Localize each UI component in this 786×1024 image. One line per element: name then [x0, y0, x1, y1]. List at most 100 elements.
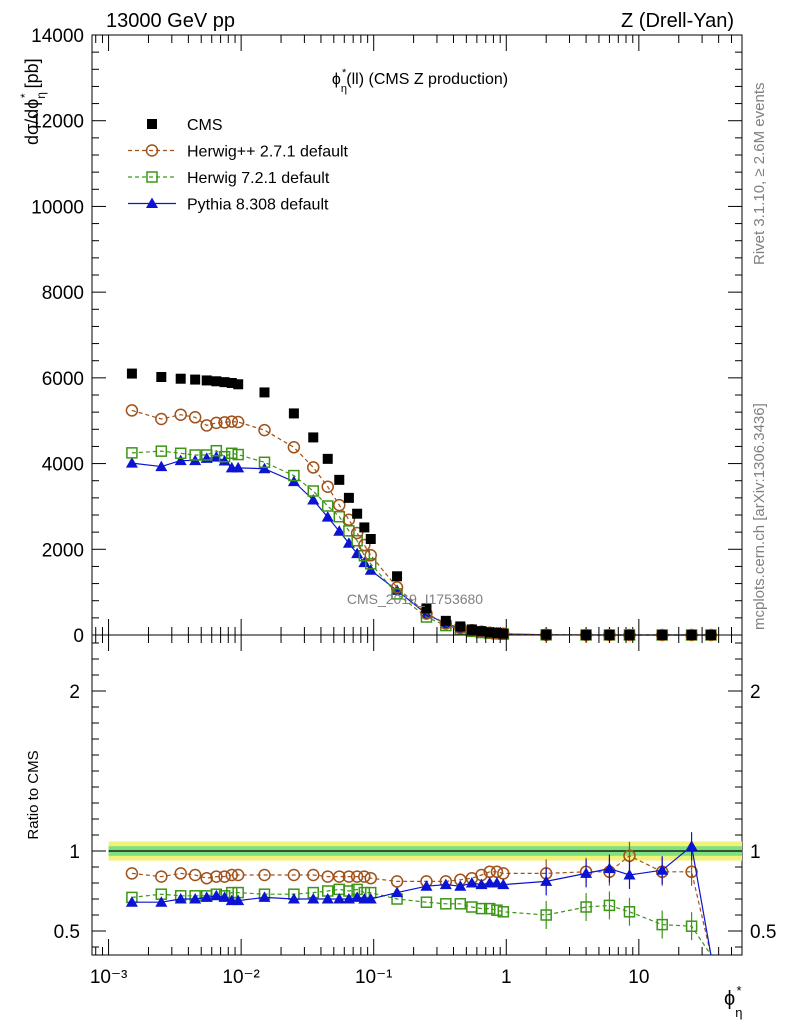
data-point: [352, 508, 363, 519]
data-point: [288, 408, 299, 419]
data-point: [342, 513, 356, 526]
xtick-label: 1: [501, 967, 512, 988]
data-point: [232, 461, 245, 473]
ratio-point: [685, 920, 698, 932]
main-ylabel: dσ/dϕη* [pb]: [18, 58, 48, 145]
data-point: [359, 522, 370, 533]
ratio-point: [685, 840, 698, 851]
ratio-point: [580, 867, 593, 878]
ratio-point: [603, 899, 616, 912]
ratio-point: [454, 880, 467, 891]
ratio-point: [307, 893, 320, 904]
data-point: [210, 444, 223, 457]
ratio-ytick-label-right: 1: [750, 842, 761, 863]
ratio-point: [656, 918, 668, 931]
ratio-point: [623, 869, 636, 880]
data-point: [466, 624, 477, 635]
ratio-line: [131, 888, 712, 956]
main-panel: 0 2000 4000 6000 8000 10000 12000 14000 CMS_201…: [18, 26, 743, 647]
ratio-point: [218, 870, 231, 883]
ratio-point: [623, 906, 636, 918]
ratio-point: [364, 871, 377, 885]
ratio-ylabel: Ratio to CMS: [25, 750, 42, 839]
data-point: [218, 416, 231, 429]
data-point: [232, 448, 244, 461]
ratio-point: [321, 893, 334, 904]
main-ytick-label: 0: [73, 626, 84, 647]
mcplots-label: mcplots.cern.ch [arXiv:1306.3436]: [751, 403, 768, 630]
data-point: [210, 416, 223, 430]
data-point: [484, 627, 495, 638]
ratio-point: [200, 891, 213, 902]
main-ytick-label: 6000: [42, 369, 84, 390]
ratio-point: [351, 891, 364, 902]
data-point: [233, 379, 244, 390]
data-point: [174, 447, 187, 460]
ratio-point: [465, 877, 478, 888]
xtick-label: 10: [628, 967, 649, 988]
data-point: [343, 492, 354, 503]
ratio-point: [210, 870, 223, 883]
data-point: [226, 447, 238, 460]
ratio-point: [200, 871, 213, 885]
data-point: [476, 626, 487, 637]
ratio-point: [603, 862, 616, 874]
main-ytick-label: 2000: [42, 540, 84, 561]
header-left: 13000 GeV pp: [106, 10, 235, 32]
ratio-point: [342, 870, 356, 883]
ratio-point: [439, 878, 452, 890]
legend-marker: [145, 144, 159, 157]
ratio-point: [420, 880, 433, 891]
data-point: [155, 460, 168, 472]
ratio-point: [497, 878, 510, 890]
ratio-point: [685, 865, 698, 879]
data-point: [155, 445, 168, 457]
header-right: Z (Drell-Yan): [621, 10, 734, 32]
watermark: CMS_2019_I1753680: [347, 591, 483, 607]
data-point: [125, 404, 139, 417]
data-point: [156, 372, 167, 382]
data-point: [288, 469, 300, 482]
data-point: [392, 571, 403, 582]
data-point: [321, 500, 334, 512]
data-point: [491, 628, 502, 639]
ratio-ytick-label: 1: [69, 842, 80, 863]
data-point: [350, 526, 364, 540]
data-point: [259, 387, 270, 398]
data-point: [455, 621, 466, 632]
data-point: [390, 581, 404, 594]
ratio-point: [333, 893, 346, 904]
ratio-ytick-label: 0.5: [54, 922, 80, 943]
data-point: [391, 588, 403, 600]
ratio-line: [131, 855, 712, 956]
main-ytick-label: 10000: [31, 197, 84, 218]
data-point: [201, 375, 212, 386]
ratio-point: [258, 868, 271, 882]
ratio-point: [491, 904, 503, 916]
ratio-point: [540, 909, 552, 921]
legend-label: Herwig 7.2.1 default: [187, 170, 330, 187]
ratio-point: [218, 891, 231, 902]
ratio-point: [540, 875, 553, 886]
data-point: [190, 374, 201, 385]
data-point: [308, 432, 319, 443]
data-point: [364, 549, 377, 562]
data-point: [365, 534, 376, 544]
ratio-point: [364, 893, 377, 904]
ratio-point: [420, 896, 433, 908]
ratio-panel: 0.5 0.51 12 2 10⁻³ 10⁻² 10⁻¹ 1 10 Ratio to CMS …: [25, 634, 776, 1020]
data-point: [307, 494, 320, 505]
ratio-point: [454, 898, 467, 910]
plot-title: ϕη*(ll) (CMS Z production): [332, 67, 508, 95]
data-point: [287, 441, 301, 454]
data-point: [322, 453, 333, 464]
data-point: [188, 411, 202, 424]
data-point: [231, 415, 245, 429]
data-point: [440, 615, 451, 626]
data-point: [174, 454, 187, 466]
ratio-point: [287, 868, 301, 882]
main-ytick-label: 14000: [31, 26, 84, 47]
data-point: [218, 450, 231, 463]
rivet-label: Rivet 3.1.10, ≥ 2.6M events: [751, 83, 768, 266]
